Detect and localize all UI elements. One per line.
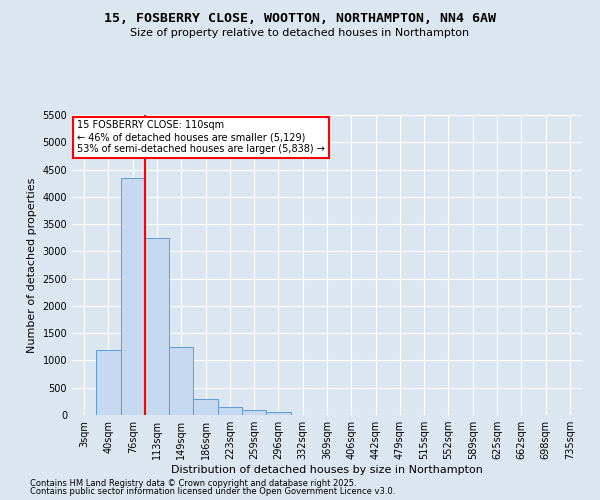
Bar xyxy=(266,412,290,415)
Bar xyxy=(218,407,242,415)
Y-axis label: Number of detached properties: Number of detached properties xyxy=(27,178,37,352)
Text: Contains public sector information licensed under the Open Government Licence v3: Contains public sector information licen… xyxy=(30,487,395,496)
Bar xyxy=(96,350,121,415)
Bar xyxy=(242,410,266,415)
Bar xyxy=(169,347,193,415)
Text: Size of property relative to detached houses in Northampton: Size of property relative to detached ho… xyxy=(130,28,470,38)
Text: 15 FOSBERRY CLOSE: 110sqm
← 46% of detached houses are smaller (5,129)
53% of se: 15 FOSBERRY CLOSE: 110sqm ← 46% of detac… xyxy=(77,120,325,154)
Text: Contains HM Land Registry data © Crown copyright and database right 2025.: Contains HM Land Registry data © Crown c… xyxy=(30,478,356,488)
Bar xyxy=(193,398,218,415)
X-axis label: Distribution of detached houses by size in Northampton: Distribution of detached houses by size … xyxy=(171,465,483,475)
Text: 15, FOSBERRY CLOSE, WOOTTON, NORTHAMPTON, NN4 6AW: 15, FOSBERRY CLOSE, WOOTTON, NORTHAMPTON… xyxy=(104,12,496,26)
Bar xyxy=(121,178,145,415)
Bar xyxy=(145,238,169,415)
